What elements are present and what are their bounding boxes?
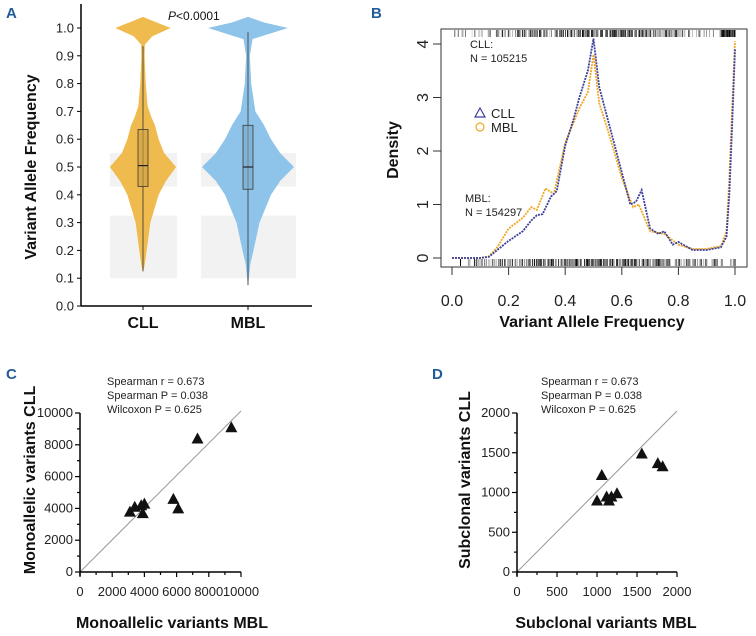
c-stat-3: Wilcoxon P = 0.625 bbox=[107, 404, 202, 416]
a-y-axis-title: Variant Allele Frequency bbox=[23, 74, 40, 259]
y-tick-label: 500 bbox=[488, 524, 510, 539]
data-point-triangle bbox=[172, 502, 185, 514]
y-tick-label: 0.7 bbox=[56, 104, 74, 119]
d-stat-2: Spearman P = 0.038 bbox=[541, 390, 642, 402]
x-tick-label: 0.4 bbox=[554, 293, 576, 310]
legend-mbl: MBL bbox=[491, 120, 518, 135]
data-point-triangle bbox=[138, 497, 151, 509]
legend-circle-icon bbox=[475, 122, 485, 132]
x-tick-label: 2000 bbox=[663, 584, 692, 599]
y-tick-label: 1500 bbox=[481, 445, 510, 460]
y-tick-label: 2 bbox=[415, 146, 432, 155]
x-tick-label: 1500 bbox=[623, 584, 652, 599]
legend-triangle-icon bbox=[473, 106, 487, 118]
y-tick-label: 0.9 bbox=[56, 48, 74, 63]
data-point-triangle bbox=[167, 492, 180, 504]
identity-line bbox=[516, 410, 678, 573]
a-x-label-mbl: MBL bbox=[231, 315, 266, 332]
data-point-triangle bbox=[656, 460, 669, 472]
x-tick-label: 0.2 bbox=[497, 293, 519, 310]
y-tick-label: 0.4 bbox=[56, 187, 74, 202]
box bbox=[242, 124, 254, 190]
y-tick-label: 0.3 bbox=[56, 215, 74, 230]
data-point-triangle bbox=[591, 494, 603, 506]
a-p-rest: <0.0001 bbox=[176, 9, 220, 23]
density-mbl bbox=[452, 41, 736, 259]
y-tick-label: 3 bbox=[415, 93, 432, 102]
identity-line bbox=[79, 410, 242, 573]
panel-label-b: B bbox=[371, 5, 382, 22]
d-x-axis-title: Subclonal variants MBL bbox=[515, 615, 697, 632]
c-y-axis-title: Monoallelic variants CLL bbox=[22, 386, 39, 575]
y-tick-label: 6000 bbox=[44, 469, 73, 484]
density-panel: 0 1 2 3 4 0.0 0.2 0.4 0.6 0.8 1.0 bbox=[415, 28, 748, 310]
data-point-triangle bbox=[611, 487, 623, 499]
a-p-value: P<0.0001 bbox=[168, 9, 220, 23]
x-tick-label: 0 bbox=[76, 584, 83, 599]
y-tick-label: 0 bbox=[415, 253, 432, 262]
b-y-axis-title: Density bbox=[385, 121, 402, 179]
d-y-axis-title: Subclonal variants CLL bbox=[457, 391, 474, 569]
plot-frame bbox=[440, 28, 748, 268]
b-cll-label: CLL: bbox=[470, 39, 493, 51]
b-x-axis-title: Variant Allele Frequency bbox=[499, 314, 684, 331]
density-cll bbox=[452, 38, 736, 259]
x-tick-label: 0 bbox=[513, 584, 520, 599]
x-tick-label: 4000 bbox=[130, 584, 159, 599]
data-point-triangle bbox=[136, 507, 149, 519]
y-tick-label: 2000 bbox=[44, 532, 73, 547]
violin-panel: 0.0 0.1 0.2 0.3 0.4 0.5 0.6 0.7 0.8 0.9 1.0 bbox=[56, 4, 312, 314]
y-tick-label: 4 bbox=[415, 39, 432, 48]
c-stat-1: Spearman r = 0.673 bbox=[107, 376, 205, 388]
x-tick-label: 0.6 bbox=[611, 293, 633, 310]
data-point-triangle bbox=[605, 490, 618, 502]
x-tick-label: 1.0 bbox=[724, 293, 746, 310]
x-tick-label: 2000 bbox=[98, 584, 127, 599]
y-tick-label: 10000 bbox=[37, 405, 73, 420]
panel-label-d: D bbox=[432, 366, 443, 383]
y-tick-label: 0.1 bbox=[56, 271, 74, 286]
panel-label-a: A bbox=[6, 5, 17, 22]
x-tick-label: 0.0 bbox=[441, 293, 463, 310]
y-tick-label: 0.8 bbox=[56, 76, 74, 91]
a-p-italic: P bbox=[168, 9, 176, 23]
data-point-triangle bbox=[595, 469, 608, 481]
d-stat-1: Spearman r = 0.673 bbox=[541, 376, 639, 388]
scatter-panel-d: 0 500 1000 1500 2000 0 500 1000 1500 2000 bbox=[481, 405, 691, 599]
y-tick-label: 1000 bbox=[481, 485, 510, 500]
b-mbl-label: MBL: bbox=[465, 193, 491, 205]
x-tick-label: 8000 bbox=[194, 584, 223, 599]
a-x-label-cll: CLL bbox=[127, 315, 158, 332]
data-point-triangle bbox=[635, 447, 648, 459]
legend-cll: CLL bbox=[491, 106, 515, 121]
x-tick-label: 10000 bbox=[223, 584, 259, 599]
y-tick-label: 0 bbox=[66, 564, 73, 579]
box bbox=[137, 129, 149, 187]
y-tick-label: 0.6 bbox=[56, 132, 74, 147]
y-tick-label: 0.0 bbox=[56, 299, 74, 314]
panel-label-c: C bbox=[6, 366, 17, 383]
y-tick-label: 2000 bbox=[481, 405, 510, 420]
b-legend: CLL MBL bbox=[473, 106, 518, 135]
x-tick-label: 0.8 bbox=[667, 293, 689, 310]
y-tick-label: 0.5 bbox=[56, 160, 74, 175]
y-tick-label: 1.0 bbox=[56, 21, 74, 36]
y-tick-label: 1 bbox=[415, 200, 432, 209]
data-point-triangle bbox=[191, 432, 204, 444]
data-point-triangle bbox=[225, 421, 238, 433]
d-stat-3: Wilcoxon P = 0.625 bbox=[541, 404, 636, 416]
b-cll-n: N = 105215 bbox=[470, 53, 527, 65]
x-tick-label: 1000 bbox=[583, 584, 612, 599]
y-tick-label: 0 bbox=[503, 564, 510, 579]
x-tick-label: 6000 bbox=[162, 584, 191, 599]
y-tick-label: 0.2 bbox=[56, 243, 74, 258]
c-x-axis-title: Monoallelic variants MBL bbox=[76, 615, 268, 632]
c-stat-2: Spearman P = 0.038 bbox=[107, 390, 208, 402]
y-tick-label: 4000 bbox=[44, 500, 73, 515]
y-tick-label: 8000 bbox=[44, 437, 73, 452]
b-mbl-n: N = 154297 bbox=[465, 207, 522, 219]
x-tick-label: 500 bbox=[546, 584, 568, 599]
